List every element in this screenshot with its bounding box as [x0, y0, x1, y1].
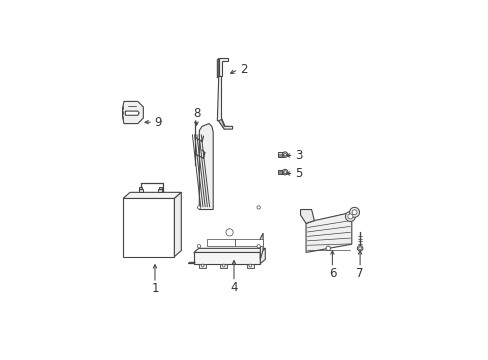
Circle shape	[345, 211, 355, 221]
Polygon shape	[125, 111, 139, 115]
Circle shape	[225, 229, 233, 236]
Circle shape	[357, 246, 362, 251]
Polygon shape	[174, 192, 181, 257]
Polygon shape	[188, 262, 195, 264]
Circle shape	[282, 169, 287, 175]
Polygon shape	[199, 123, 213, 210]
Circle shape	[197, 244, 200, 248]
Bar	[158, 186, 162, 189]
Polygon shape	[217, 76, 225, 129]
Bar	[123, 198, 174, 257]
Text: 8: 8	[192, 107, 200, 120]
Bar	[277, 170, 284, 174]
Bar	[158, 189, 162, 192]
Bar	[235, 239, 262, 246]
Text: 3: 3	[294, 149, 302, 162]
Polygon shape	[246, 264, 253, 268]
Polygon shape	[217, 58, 218, 78]
Circle shape	[325, 246, 330, 251]
Circle shape	[257, 244, 260, 248]
Circle shape	[222, 264, 224, 267]
Polygon shape	[199, 264, 206, 268]
Circle shape	[248, 264, 251, 267]
Text: 5: 5	[294, 167, 302, 180]
Bar	[277, 152, 284, 157]
Circle shape	[201, 264, 203, 267]
Polygon shape	[300, 210, 314, 223]
Bar	[139, 186, 142, 189]
Polygon shape	[260, 233, 263, 260]
Bar	[193, 252, 260, 264]
Circle shape	[347, 214, 352, 219]
Polygon shape	[218, 120, 232, 129]
Polygon shape	[218, 58, 228, 76]
Text: 2: 2	[240, 63, 247, 76]
Circle shape	[257, 206, 260, 209]
Text: 6: 6	[328, 267, 335, 280]
Circle shape	[358, 247, 361, 250]
Circle shape	[283, 153, 286, 156]
Polygon shape	[220, 264, 227, 268]
Circle shape	[349, 207, 359, 217]
Text: 4: 4	[230, 281, 237, 294]
Polygon shape	[305, 212, 351, 252]
Polygon shape	[260, 248, 265, 264]
Circle shape	[197, 206, 200, 209]
Circle shape	[283, 171, 286, 174]
Circle shape	[282, 152, 287, 157]
Circle shape	[351, 210, 356, 215]
Bar	[207, 239, 235, 246]
Text: 7: 7	[356, 267, 363, 280]
Text: 9: 9	[154, 116, 161, 129]
Polygon shape	[122, 102, 143, 123]
Polygon shape	[193, 248, 265, 252]
Polygon shape	[123, 192, 181, 198]
Bar	[138, 189, 142, 192]
Text: 1: 1	[151, 282, 159, 295]
